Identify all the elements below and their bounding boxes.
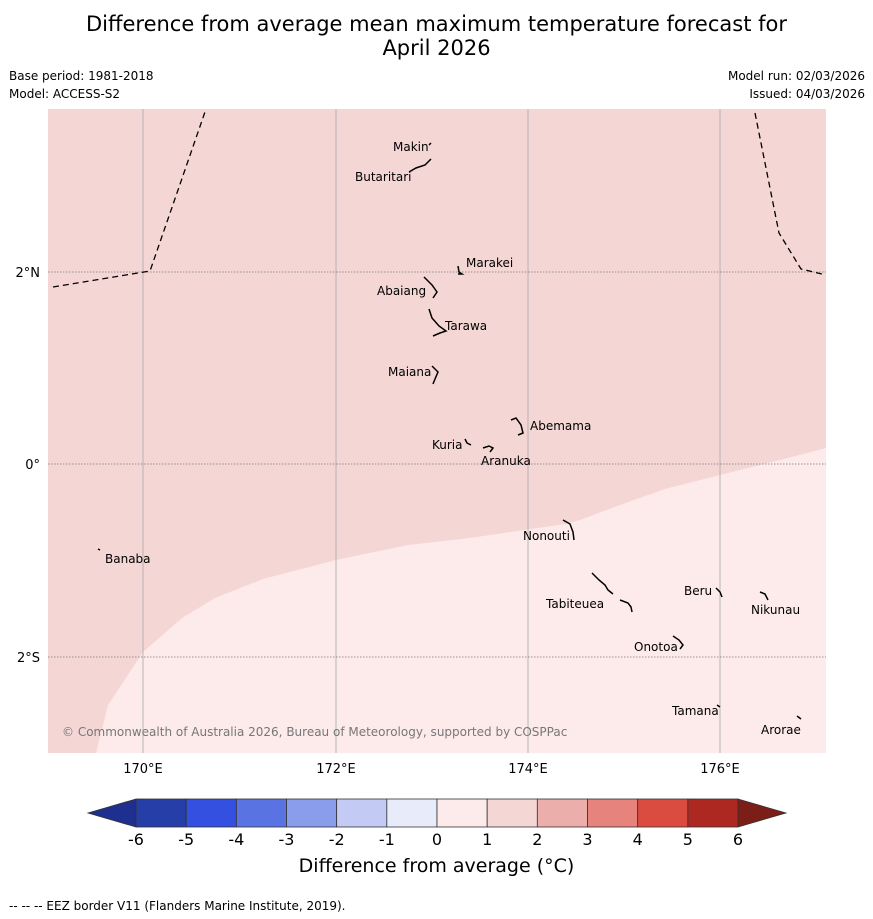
lat-tick-labels: 2°N 0° 2°S: [16, 266, 41, 666]
colorbar-segment: [235, 798, 287, 828]
colorbar-tick-label: -4: [228, 830, 244, 849]
aranuka-island-icon: [482, 445, 495, 453]
island-label-makin: Makin: [393, 140, 429, 154]
eez-borders: [52, 108, 823, 288]
colorbar-tick-label: 1: [482, 830, 492, 849]
island-label-marakei: Marakei: [466, 256, 513, 270]
tabiteuea-south-island-icon: [619, 599, 633, 613]
island-label-nikunau: Nikunau: [751, 603, 800, 617]
lat-tick-2s: 2°S: [17, 651, 40, 666]
title-line-2: April 2026: [382, 36, 491, 60]
colorbar-tick-label: 4: [633, 830, 643, 849]
nikunau-island-icon: [759, 591, 769, 601]
island-label-beru: Beru: [684, 584, 712, 598]
island-label-abaiang: Abaiang: [377, 284, 426, 298]
butaritari-island-icon: [408, 158, 432, 173]
island-label-onotoa: Onotoa: [634, 640, 678, 654]
colorbar-label: Difference from average (°C): [298, 855, 575, 877]
colorbar-segment: [185, 798, 237, 828]
nonouti-island-icon: [562, 519, 575, 541]
colorbar-tick-label: -3: [279, 830, 295, 849]
base-period: Base period: 1981-2018: [9, 69, 154, 83]
maiana-island-icon: [431, 365, 439, 385]
kuria-island-icon: [464, 438, 472, 446]
tamana-island-icon: [716, 704, 721, 708]
colorbar-tick-label: -5: [178, 830, 194, 849]
marakei-island-icon: [457, 265, 465, 275]
abemama-island-icon: [510, 417, 524, 436]
lon-tick-176e: 176°E: [700, 762, 740, 777]
copyright-notice: © Commonwealth of Australia 2026, Bureau…: [62, 725, 567, 739]
colorbar: -6 -5 -4 -3 -2 -1 0 1 2 3 4 5 6: [86, 798, 788, 849]
colorbar-segment: [587, 798, 639, 828]
onotoa-island-icon: [672, 635, 684, 650]
colorbar-tick-label: -2: [329, 830, 345, 849]
abaiang-island-icon: [423, 276, 438, 299]
title-line-1: Difference from average mean maximum tem…: [86, 12, 787, 36]
colorbar-segment: [336, 798, 388, 828]
island-label-maiana: Maiana: [388, 365, 431, 379]
arorae-island-icon: [796, 715, 802, 720]
eez-border-west: [52, 108, 207, 288]
island-outlines: [97, 142, 802, 720]
issued-date: Issued: 04/03/2026: [749, 87, 865, 101]
lat-tick-2n: 2°N: [16, 266, 41, 281]
island-label-butaritari: Butaritari: [355, 170, 412, 184]
colorbar-segment: [286, 798, 338, 828]
meta-left: Base period: 1981-2018 Model: ACCESS-S2: [9, 67, 154, 103]
island-label-tamana: Tamana: [671, 704, 719, 718]
lon-tick-174e: 174°E: [508, 762, 548, 777]
colorbar-tick-label: -6: [128, 830, 144, 849]
colorbar-segment: [687, 798, 739, 828]
island-labels: Makin Butaritari Marakei Abaiang Tarawa …: [105, 140, 801, 737]
colorbar-tick-label: 2: [532, 830, 542, 849]
lon-tick-172e: 172°E: [316, 762, 356, 777]
island-label-nonouti: Nonouti: [523, 529, 570, 543]
colorbar-tick-label: 6: [733, 830, 743, 849]
colorbar-tick-label: 3: [582, 830, 592, 849]
colorbar-segment: [436, 798, 488, 828]
island-label-abemama: Abemama: [530, 419, 591, 433]
banaba-island-icon: [97, 548, 101, 551]
longitude-gridlines: [142, 109, 721, 753]
anomaly-band-0-to-1: [96, 448, 826, 753]
colorbar-segment: [135, 798, 187, 828]
colorbar-segment: [536, 798, 588, 828]
colorbar-segment: [486, 798, 538, 828]
island-label-kuria: Kuria: [432, 438, 463, 452]
model-name: Model: ACCESS-S2: [9, 87, 121, 101]
eez-border-east: [754, 112, 823, 275]
meta-right: Model run: 02/03/2026 Issued: 04/03/2026: [728, 67, 865, 103]
tarawa-island-icon: [428, 308, 448, 337]
tabiteuea-north-island-icon: [591, 572, 614, 595]
island-label-arorae: Arorae: [761, 723, 801, 737]
colorbar-tick-label: 0: [432, 830, 442, 849]
colorbar-segments: [135, 798, 739, 828]
island-label-tarawa: Tarawa: [444, 319, 487, 333]
lon-tick-labels: 170°E 172°E 174°E 176°E: [123, 762, 740, 777]
colorbar-tick-label: 5: [683, 830, 693, 849]
island-label-tabiteuea: Tabiteuea: [545, 597, 604, 611]
eez-footnote: -- -- -- EEZ border V11 (Flanders Marine…: [9, 899, 346, 913]
colorbar-extend-low: [86, 798, 137, 828]
colorbar-segment: [386, 798, 438, 828]
beru-island-icon: [715, 587, 723, 598]
colorbar-extend-high: [737, 798, 788, 828]
colorbar-segment: [637, 798, 689, 828]
model-run: Model run: 02/03/2026: [727, 69, 865, 83]
lon-tick-170e: 170°E: [123, 762, 163, 777]
colorbar-tick-label: -1: [379, 830, 395, 849]
colorbar-tick-labels: -6 -5 -4 -3 -2 -1 0 1 2 3 4 5 6: [128, 830, 743, 849]
makin-island-icon: [428, 142, 432, 146]
latitude-gridlines: [48, 271, 826, 658]
island-label-aranuka: Aranuka: [481, 454, 531, 468]
island-label-banaba: Banaba: [105, 552, 151, 566]
map-title: Difference from average mean maximum tem…: [0, 12, 873, 60]
lat-tick-0: 0°: [25, 458, 40, 473]
